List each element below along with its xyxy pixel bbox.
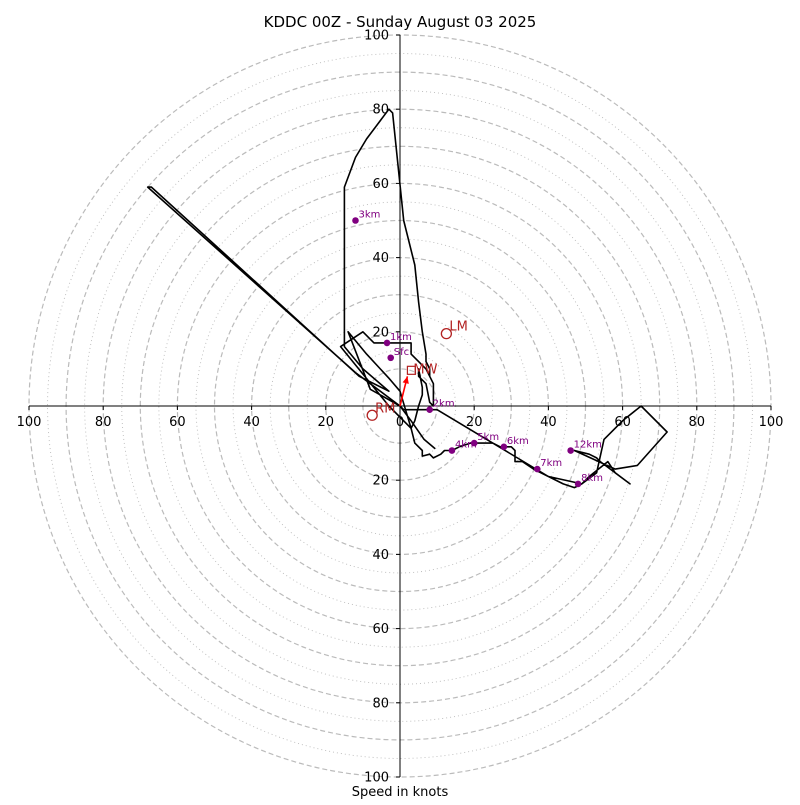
height-marker [500, 443, 508, 451]
x-tick-label: 80 [95, 415, 112, 430]
height-marker-label: 1km [390, 332, 412, 343]
height-marker-label: 12km [574, 440, 602, 451]
x-tick-label: 0 [396, 415, 404, 430]
height-marker-label: 5km [477, 432, 499, 443]
y-tick-label: 60 [372, 622, 389, 637]
y-tick-label: 80 [372, 103, 389, 118]
x-tick-label: 60 [614, 415, 631, 430]
tick-labels: 100 80 60 40 20 0 20 40 60 80 100 100 80 60 40 20 20 40 60… [17, 29, 784, 786]
storm-motion-label: RM [375, 401, 395, 416]
storm-motion-marker [366, 409, 378, 421]
y-tick-label: 20 [372, 325, 389, 340]
chart-title: KDDC 00Z - Sunday August 03 2025 [264, 13, 537, 31]
x-tick-label: 80 [689, 415, 706, 430]
y-tick-label: 40 [372, 548, 389, 563]
height-marker-label: 3km [358, 210, 380, 221]
y-tick-label: 100 [364, 29, 389, 44]
y-tick-label: 20 [372, 474, 389, 489]
x-tick-label: 60 [169, 415, 186, 430]
height-marker-label: 4km [455, 440, 477, 451]
height-marker-label: 6km [507, 436, 529, 447]
y-tick-label: 80 [372, 696, 389, 711]
height-marker [470, 439, 478, 447]
x-tick-label: 40 [540, 415, 557, 430]
y-tick-label: 40 [372, 251, 389, 266]
x-axis-label: Speed in knots [352, 785, 449, 800]
height-marker [352, 217, 359, 224]
hodograph-line [146, 108, 668, 489]
y-tick-label: 100 [364, 771, 389, 786]
height-marker [533, 465, 541, 473]
mean-wind-label: MW [413, 362, 437, 377]
x-tick-label: 100 [17, 415, 42, 430]
mean-wind-marker [406, 365, 417, 375]
height-marker [567, 447, 574, 454]
x-tick-label: 40 [243, 415, 260, 430]
height-marker-label: 8km [581, 473, 603, 484]
storm-motion-label: LM [449, 320, 467, 335]
height-marker [426, 406, 433, 414]
height-marker [574, 480, 582, 488]
height-marker [387, 354, 395, 362]
height-marker [383, 339, 391, 347]
storm-motion-marker [440, 328, 453, 340]
height-marker-label: 7km [540, 458, 562, 469]
hodograph-trace-group [146, 108, 668, 489]
x-tick-label: 20 [318, 415, 335, 430]
height-marker [448, 447, 456, 454]
x-tick-label: 20 [466, 415, 483, 430]
y-tick-label: 60 [372, 177, 389, 192]
height-marker-label: Sfc [394, 347, 409, 358]
x-tick-label: 100 [759, 415, 784, 430]
height-marker-label: 2km [433, 399, 455, 410]
mean-wind-arrowhead [402, 376, 409, 384]
